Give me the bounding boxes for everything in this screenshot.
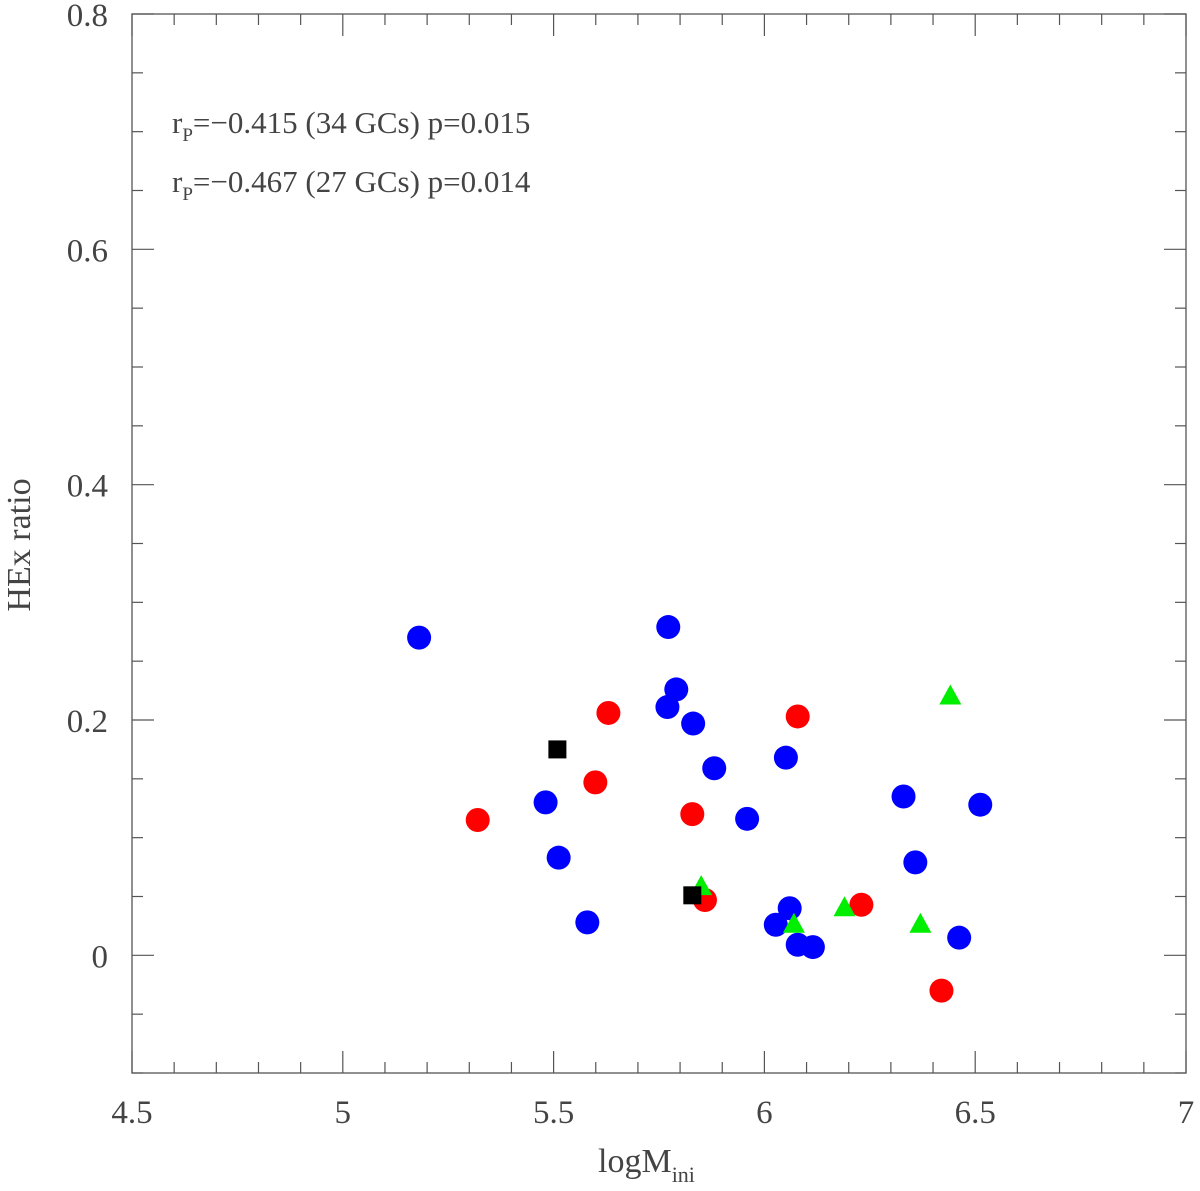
data-point-circle — [735, 806, 760, 831]
data-point-triangle — [939, 684, 962, 705]
y-tick-label: 0.6 — [67, 233, 108, 269]
data-point-circle — [903, 850, 928, 875]
data-point-circle — [596, 700, 621, 725]
axes: 4.5 5 5.5 6 6.5 7 0 0.2 0.4 0.6 0.8 — [67, 0, 1195, 1131]
data-point-circle — [929, 978, 954, 1003]
data-point-circle — [465, 808, 490, 833]
annotation-2: rP=−0.467 (27 GCs) p=0.014 — [172, 164, 531, 205]
data-point-circle — [785, 704, 810, 729]
data-point-circle — [773, 745, 798, 770]
x-tick-label: 6 — [756, 1095, 773, 1131]
data-point-circle — [947, 925, 972, 950]
data-point-circle — [968, 792, 993, 817]
data-point-circle — [680, 802, 705, 827]
data-point-circle — [681, 711, 706, 736]
y-tick-label: 0 — [92, 939, 109, 975]
data-point-circle — [777, 896, 802, 921]
data-point-triangle — [782, 912, 805, 933]
data-point-triangle — [909, 912, 932, 933]
data-point-circle — [849, 892, 874, 917]
data-point-circle — [533, 790, 558, 815]
y-tick-label: 0.8 — [67, 0, 108, 34]
y-tick-label: 0.4 — [67, 469, 108, 505]
data-point-circle — [800, 935, 825, 960]
data-point-circle — [655, 695, 680, 720]
y-tick-label: 0.2 — [67, 704, 108, 740]
data-points — [407, 615, 993, 1003]
data-point-square — [548, 740, 567, 759]
data-point-circle — [583, 770, 608, 795]
x-tick-label: 5 — [335, 1095, 352, 1131]
data-point-circle — [407, 625, 432, 650]
data-point-square — [683, 886, 702, 905]
x-tick-label: 6.5 — [955, 1095, 996, 1131]
data-point-circle — [763, 912, 788, 937]
y-axis-label: HEx ratio — [1, 478, 38, 611]
x-tick-label: 5.5 — [533, 1095, 574, 1131]
x-tick-label: 7 — [1178, 1095, 1195, 1131]
annotation-1: rP=−0.415 (34 GCs) p=0.015 — [172, 105, 530, 146]
data-point-circle — [702, 756, 727, 781]
data-point-circle — [656, 615, 681, 640]
data-point-triangle — [833, 896, 856, 917]
data-point-circle — [575, 910, 600, 935]
x-tick-label: 4.5 — [111, 1095, 152, 1131]
data-point-circle — [546, 845, 571, 870]
x-axis-label: logMini — [598, 1143, 695, 1186]
data-point-circle — [891, 784, 916, 809]
